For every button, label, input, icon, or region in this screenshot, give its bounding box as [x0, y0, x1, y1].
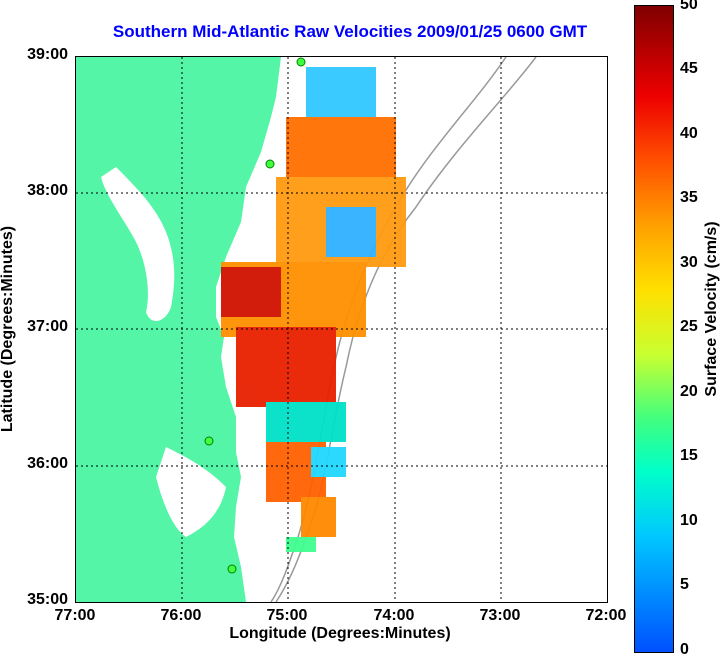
x-axis-label: Longitude (Degrees:Minutes) — [229, 625, 451, 642]
x-tick: 73:00 — [479, 607, 521, 624]
colorbar — [634, 5, 674, 653]
colorbar-tick: 25 — [680, 318, 698, 335]
chesapeake-bay — [101, 167, 175, 322]
colorbar-tick: 10 — [680, 512, 698, 529]
x-tick: 77:00 — [54, 607, 96, 624]
colorbar-tick: 0 — [680, 641, 689, 658]
y-tick: 36:00 — [27, 455, 68, 472]
colorbar-tick: 50 — [680, 0, 698, 13]
grid-lines — [76, 57, 607, 602]
colorbar-tick: 40 — [680, 125, 698, 142]
y-tick: 35:00 — [27, 591, 68, 608]
colorbar-tick: 30 — [680, 254, 698, 271]
y-tick: 38:00 — [27, 182, 68, 199]
y-tick: 37:00 — [27, 318, 68, 335]
y-axis-label: Latitude (Degrees:Minutes) — [0, 225, 16, 433]
colorbar-label: Surface Velocity (cm/s) — [703, 221, 720, 397]
station-markers — [204, 57, 306, 574]
colorbar-tick: 5 — [680, 576, 689, 593]
y-tick: 39:00 — [27, 46, 68, 63]
map-plot-area[interactable] — [75, 56, 608, 603]
pamlico-sound — [156, 447, 226, 537]
x-tick: 74:00 — [373, 607, 415, 624]
velocity-field — [221, 67, 406, 552]
map-svg — [76, 57, 607, 602]
x-tick: 75:00 — [266, 607, 308, 624]
colorbar-tick: 35 — [680, 189, 698, 206]
colorbar-tick: 45 — [680, 60, 698, 77]
map-title: Southern Mid-Atlantic Raw Velocities 200… — [112, 22, 588, 41]
colorbar-tick: 15 — [680, 447, 698, 464]
x-tick: 72:00 — [585, 607, 627, 624]
x-tick: 76:00 — [160, 607, 202, 624]
colorbar-tick: 20 — [680, 383, 698, 400]
